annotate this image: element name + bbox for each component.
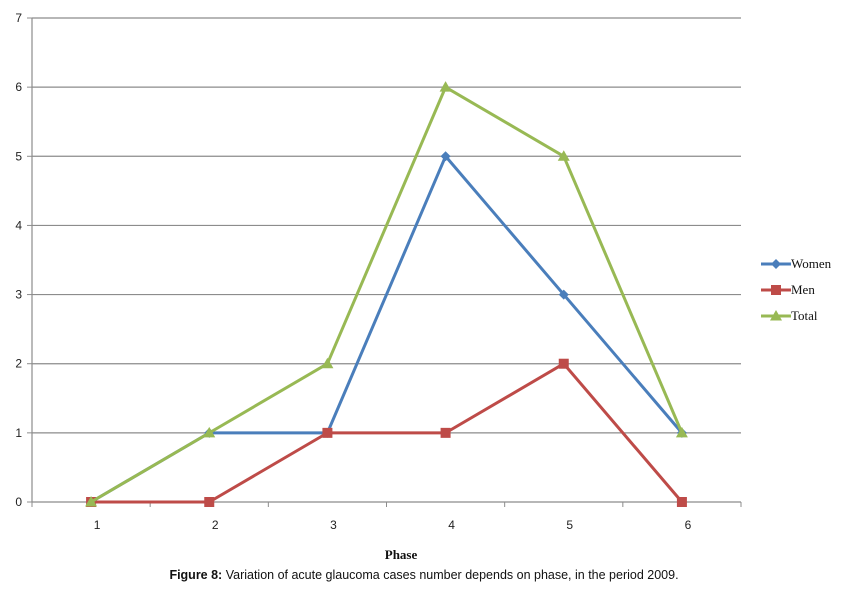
x-tick-label-2: 2 bbox=[212, 518, 219, 532]
legend-marker-men bbox=[771, 285, 781, 295]
point-men-6 bbox=[676, 497, 687, 507]
line-chart: 0 1 2 3 4 5 6 7 1 2 3 4 5 6 Women Men Total Phase bbox=[15, 11, 832, 560]
series-line-total bbox=[90, 85, 684, 504]
x-tick-label-1: 1 bbox=[94, 518, 101, 532]
x-tick-label-6: 6 bbox=[685, 518, 692, 532]
y-tick-label-2: 2 bbox=[15, 357, 22, 371]
legend-item-total: Total bbox=[761, 308, 818, 323]
series-lines bbox=[85, 81, 688, 507]
legend-label-total: Total bbox=[791, 308, 818, 323]
figure-caption: Figure 8: Variation of acute glaucoma ca… bbox=[0, 568, 848, 582]
legend-item-men: Men bbox=[761, 282, 815, 297]
caption-text: Variation of acute glaucoma cases number… bbox=[222, 568, 679, 582]
legend-label-women: Women bbox=[791, 256, 832, 271]
point-total-3 bbox=[321, 357, 334, 369]
y-tick-label-3: 3 bbox=[15, 288, 22, 302]
caption-label: Figure 8: bbox=[169, 568, 223, 582]
y-tick-label-6: 6 bbox=[15, 80, 22, 94]
point-total-5 bbox=[557, 150, 570, 161]
legend-label-men: Men bbox=[791, 282, 815, 297]
legend-item-women: Women bbox=[761, 256, 832, 271]
x-axis-label: Phase bbox=[385, 547, 418, 560]
legend-marker-total bbox=[770, 310, 782, 321]
y-tick-label-0: 0 bbox=[15, 495, 22, 509]
x-tick-label-3: 3 bbox=[330, 518, 337, 532]
point-total-2 bbox=[203, 426, 216, 438]
point-women-5 bbox=[558, 289, 569, 300]
y-tick-label-5: 5 bbox=[15, 149, 22, 163]
legend-marker-women bbox=[771, 259, 781, 269]
y-tick-label-7: 7 bbox=[15, 11, 22, 25]
point-total-6 bbox=[675, 426, 688, 438]
x-tick-label-5: 5 bbox=[566, 518, 573, 532]
point-men-3 bbox=[322, 427, 333, 438]
point-men-2 bbox=[204, 497, 215, 507]
series-total bbox=[85, 81, 688, 507]
y-tick-labels: 0 1 2 3 4 5 6 7 bbox=[15, 11, 22, 509]
x-tick-label-4: 4 bbox=[448, 518, 455, 532]
point-men-4 bbox=[440, 427, 451, 438]
x-tick-labels: 1 2 3 4 5 6 bbox=[94, 518, 692, 532]
series-line-men bbox=[91, 362, 684, 504]
point-total-4 bbox=[439, 81, 452, 92]
point-total-1 bbox=[85, 496, 98, 507]
point-women-4 bbox=[440, 151, 451, 162]
point-men-5 bbox=[558, 358, 569, 369]
legend: Women Men Total bbox=[761, 256, 832, 323]
y-tick-label-1: 1 bbox=[15, 426, 22, 440]
y-tick-label-4: 4 bbox=[15, 218, 22, 232]
